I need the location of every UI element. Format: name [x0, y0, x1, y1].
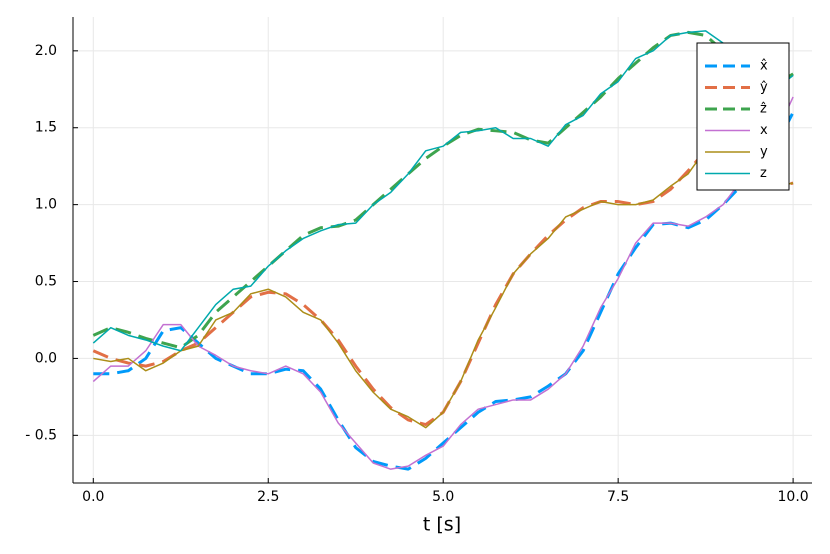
legend-label: x̂: [760, 59, 768, 74]
data-line: [93, 145, 794, 429]
legend-label: y: [760, 145, 768, 160]
y-tick-label: 2.0: [35, 43, 57, 59]
legend-label: x: [760, 123, 768, 138]
legend-label: ẑ: [760, 102, 767, 117]
x-tick-label: 7.5: [607, 489, 629, 505]
y-tick-label: 1.5: [35, 120, 57, 136]
x-tick-label: 5.0: [432, 489, 454, 505]
legend-label: z: [760, 166, 767, 181]
y-tick-label: - 0.5: [25, 427, 57, 443]
x-tick-label: 0.0: [82, 489, 104, 505]
legend-label: ŷ: [760, 80, 768, 95]
y-tick-label: 0.5: [35, 274, 57, 290]
data-line: [92, 30, 794, 352]
y-tick-label: 0.0: [35, 350, 57, 366]
y-tick-label: 1.0: [35, 197, 57, 213]
x-tick-label: 2.5: [257, 489, 279, 505]
data-line: [92, 96, 794, 470]
x-axis-label: t [s]: [423, 514, 461, 536]
x-tick-label: 10.0: [778, 489, 809, 505]
